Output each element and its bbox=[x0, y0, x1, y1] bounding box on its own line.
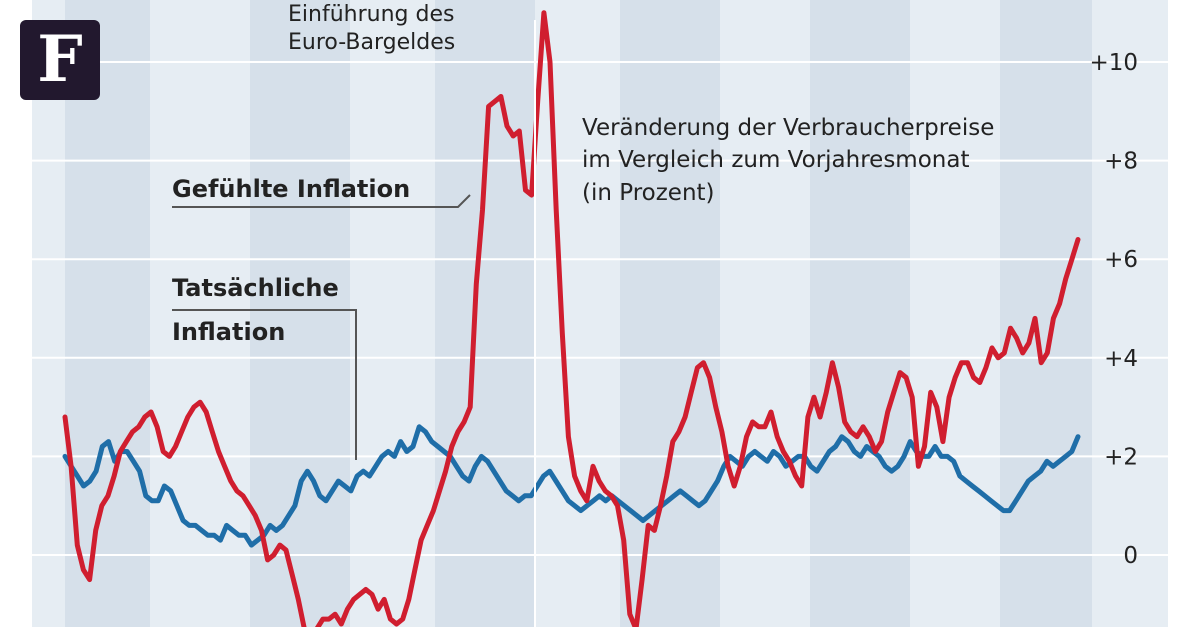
chart-subtitle-line2: im Vergleich zum Vorjahresmonat bbox=[582, 147, 969, 173]
felt-inflation-line bbox=[62, 10, 1081, 627]
felt-inflation-leader bbox=[172, 194, 471, 208]
year-band bbox=[910, 0, 1000, 627]
year-band bbox=[720, 0, 810, 627]
right-margin bbox=[1168, 0, 1200, 627]
axis-area bbox=[1092, 0, 1168, 627]
felt-inflation-label: Gefühlte Inflation bbox=[172, 175, 410, 203]
year-band bbox=[535, 0, 620, 627]
y-tick-label: +10 bbox=[1089, 50, 1138, 76]
y-axis-ticks: +10 +8 +6 +4 +2 0 bbox=[1089, 50, 1138, 569]
year-band bbox=[150, 0, 250, 627]
euro-annotation-line2: Euro-Bargeldes bbox=[288, 30, 455, 55]
chart-subtitle-line3: (in Prozent) bbox=[582, 180, 715, 206]
chart-subtitle-line1: Veränderung der Verbraucherpreise bbox=[582, 115, 994, 141]
gridlines bbox=[32, 61, 1168, 556]
year-band bbox=[1000, 0, 1092, 627]
left-margin bbox=[0, 0, 32, 627]
actual-inflation-label-line1: Tatsächliche bbox=[172, 274, 339, 302]
y-tick-label: +4 bbox=[1104, 346, 1138, 372]
year-band bbox=[810, 0, 910, 627]
logo-letter: F bbox=[37, 22, 83, 97]
series-lines bbox=[62, 10, 1081, 627]
year-band bbox=[32, 0, 65, 627]
y-tick-label: +8 bbox=[1104, 149, 1138, 175]
y-tick-label: +6 bbox=[1104, 247, 1138, 273]
actual-inflation-label-line2: Inflation bbox=[172, 318, 285, 346]
euro-annotation-line1: Einführung des bbox=[288, 2, 454, 27]
faz-logo-icon: F bbox=[20, 20, 100, 100]
y-tick-label: 0 bbox=[1123, 543, 1138, 569]
year-band bbox=[435, 0, 535, 627]
y-tick-label: +2 bbox=[1104, 444, 1138, 470]
actual-inflation-leader bbox=[172, 309, 357, 460]
year-band bbox=[620, 0, 720, 627]
year-band bbox=[350, 0, 435, 627]
year-band bbox=[250, 0, 350, 627]
actual-inflation-line bbox=[62, 424, 1081, 548]
year-band bbox=[65, 0, 150, 627]
